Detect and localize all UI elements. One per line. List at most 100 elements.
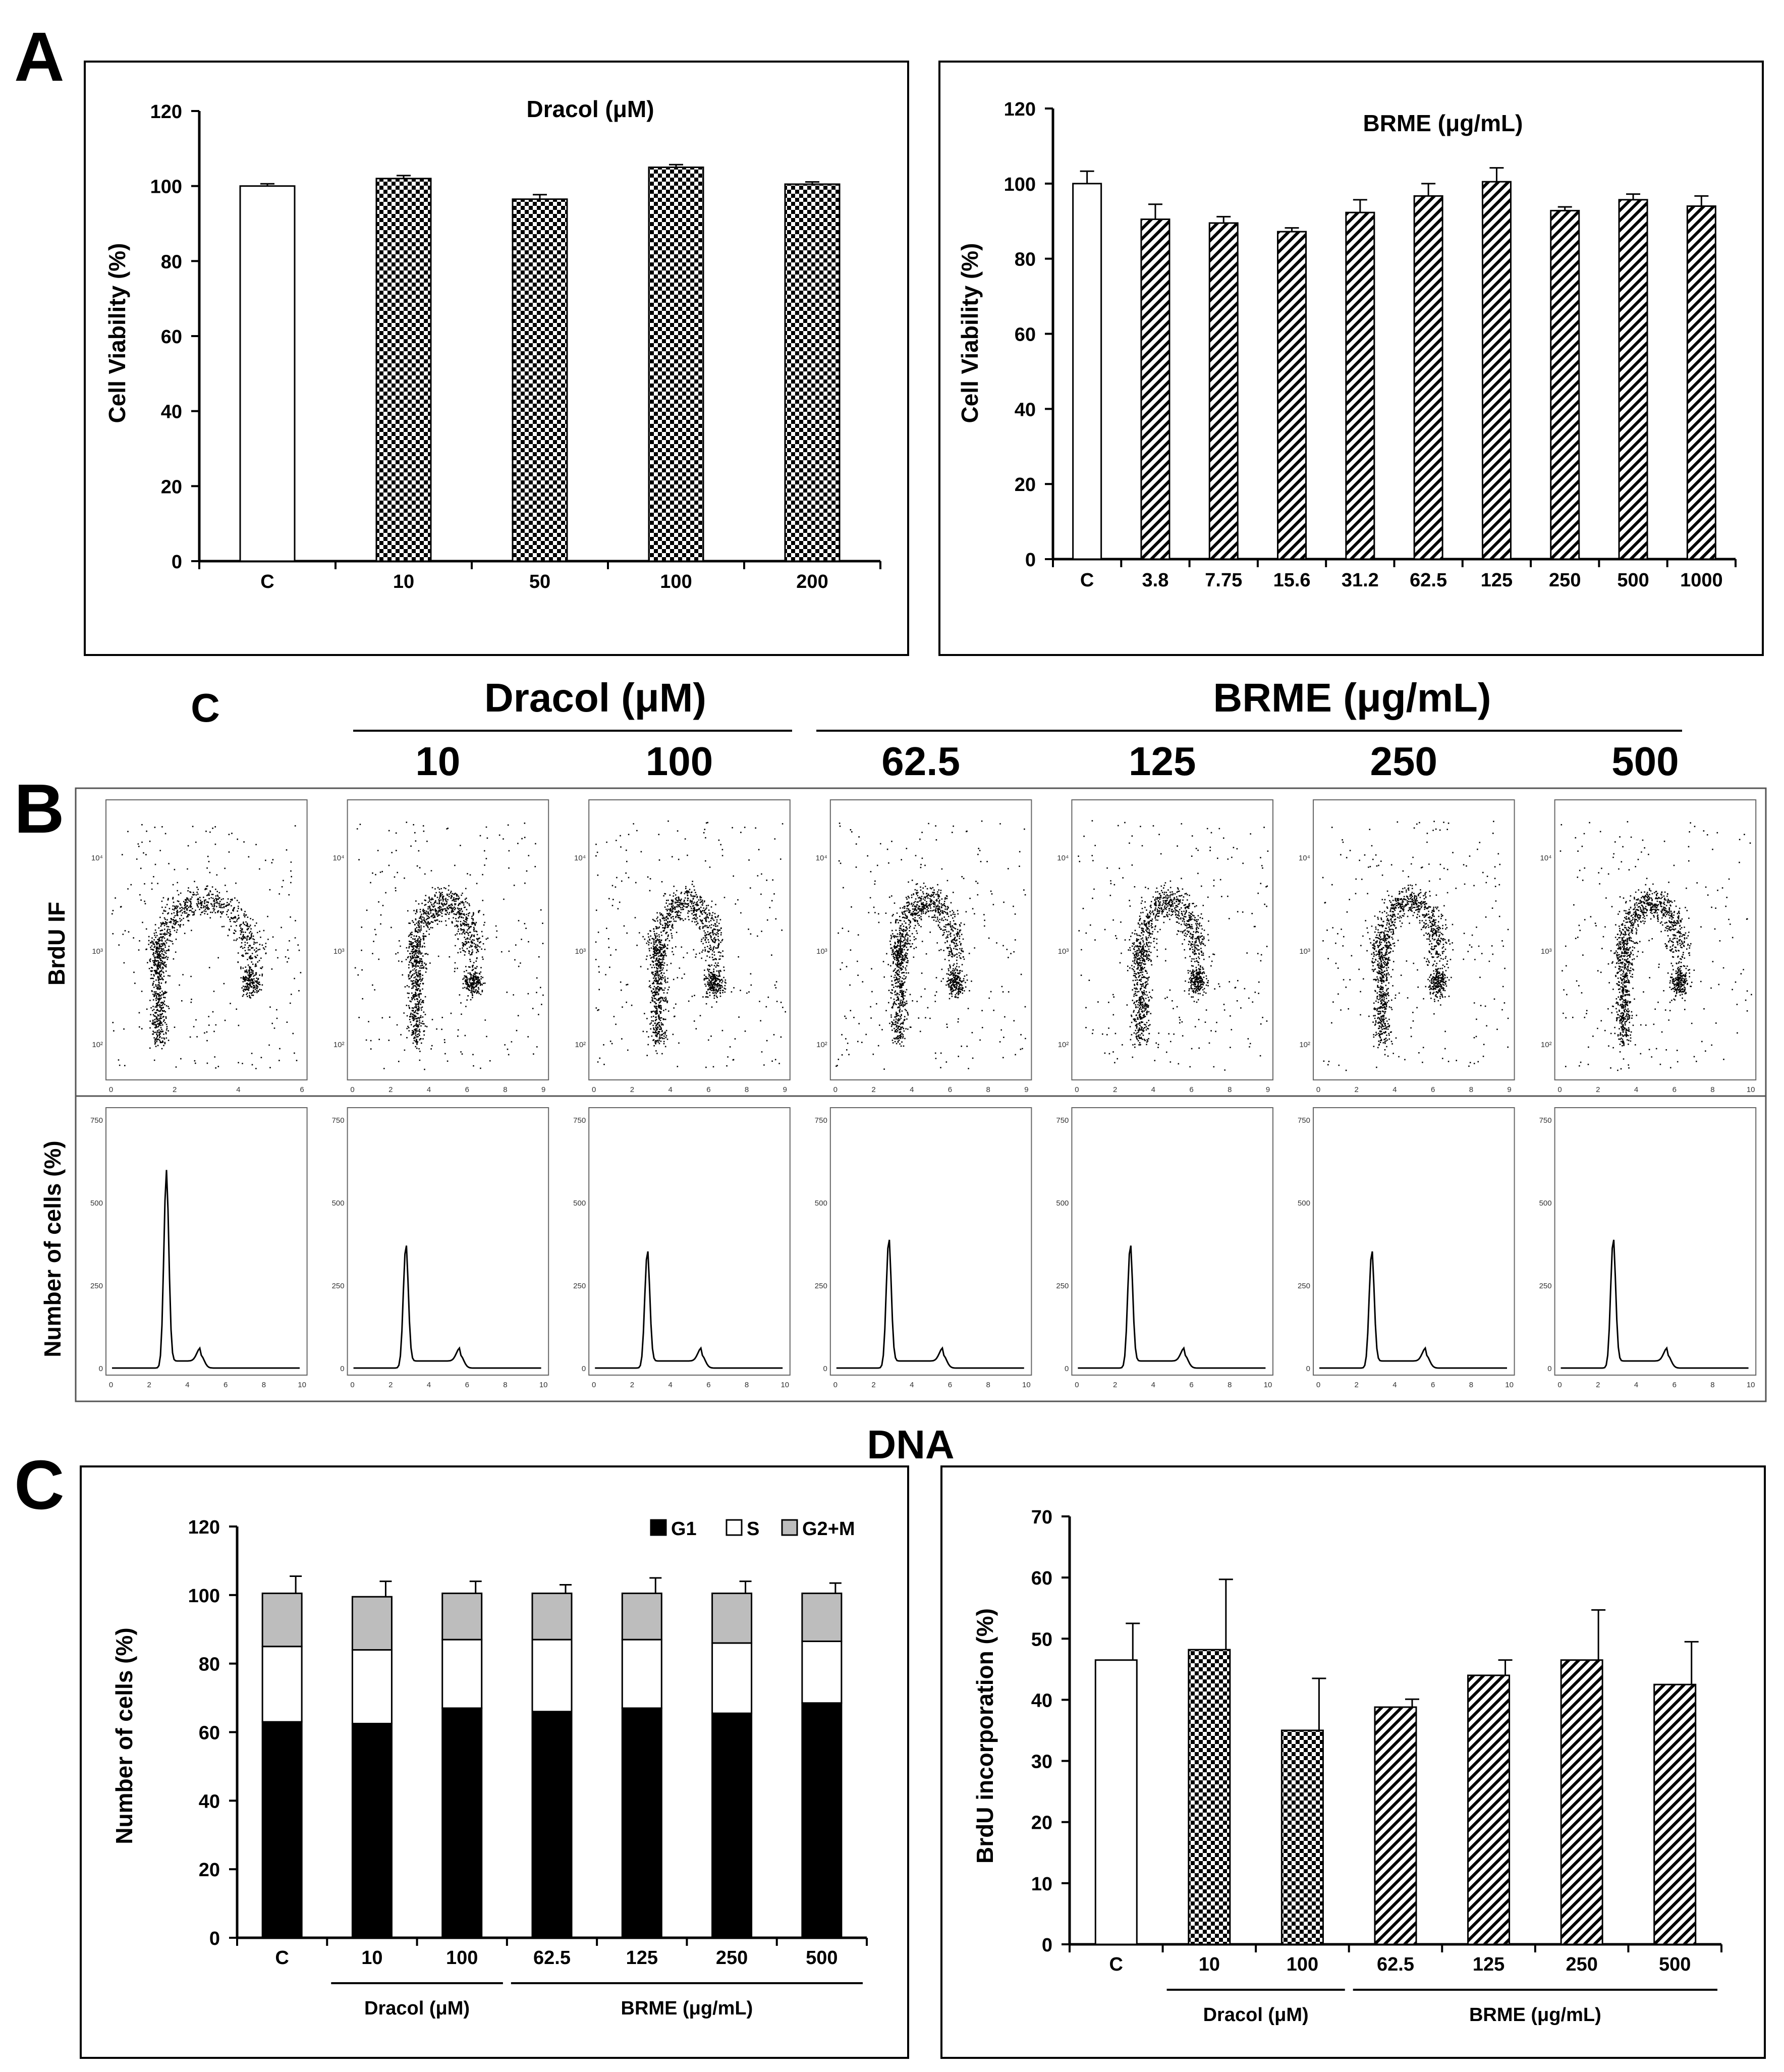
histogram-y-tick: 250 [1056, 1282, 1069, 1290]
scatter-x-tick: 10 [1747, 1085, 1755, 1094]
scatter-x-tick: 4 [1151, 1085, 1155, 1094]
histogram-x-tick: 8 [1469, 1381, 1473, 1389]
scatter-x-tick: 9 [1024, 1085, 1028, 1094]
panel-b-condition-label: 10 [415, 739, 460, 784]
histogram-x-tick: 6 [1431, 1381, 1435, 1389]
bar-s [351, 1649, 393, 1725]
panel-label-a: A [14, 18, 65, 96]
histogram-x-tick: 4 [1634, 1381, 1638, 1389]
x-tick-label: C [275, 1947, 289, 1969]
histogram-x-tick: 6 [948, 1381, 952, 1389]
scatter-points [112, 824, 302, 1069]
y-tick-label: 60 [1031, 1568, 1052, 1589]
bar-s [711, 1642, 753, 1714]
scatter-x-tick: 0 [109, 1085, 113, 1094]
scatter-frame [105, 799, 308, 1080]
scatter-x-tick: 4 [1392, 1085, 1397, 1094]
scatter-x-tick: 6 [1189, 1085, 1193, 1094]
y-tick-label: 20 [199, 1860, 220, 1881]
scatter-y-tick: 10³ [1299, 947, 1310, 956]
histogram-x-tick: 4 [1151, 1381, 1155, 1389]
x-tick-label: 62.5 [533, 1947, 571, 1969]
histogram-x-tick: 0 [833, 1381, 838, 1389]
scatter-y-tick: 10² [333, 1041, 345, 1049]
x-tick-label: 125 [626, 1947, 658, 1969]
legend-swatch [650, 1519, 667, 1536]
histogram-x-tick: 6 [1189, 1381, 1193, 1389]
bar-s [261, 1646, 303, 1723]
panel-c-left-frame [80, 1465, 909, 2059]
x-tick-label: C [1080, 570, 1094, 591]
dna-histogram: 750 500 250 00 2 4 6 8 10 [90, 1107, 308, 1389]
y-axis-title: Number of cells (%) [111, 1627, 137, 1844]
scatter-x-tick: 0 [1316, 1085, 1320, 1094]
panel-b-condition-label: 250 [1370, 739, 1437, 784]
scatter-points [1078, 820, 1269, 1071]
histogram-y-tick: 0 [1065, 1365, 1069, 1373]
scatter-x-tick: 2 [1113, 1085, 1117, 1094]
legend-label: G1 [671, 1518, 697, 1540]
histogram-frame [1554, 1107, 1757, 1376]
panel-b-condition-label: 62.5 [881, 739, 960, 784]
histogram-x-tick: 4 [668, 1381, 672, 1389]
histogram-frame [829, 1107, 1032, 1376]
bar-g1 [441, 1707, 483, 1939]
histogram-line [1560, 1239, 1749, 1369]
histogram-line [112, 1170, 300, 1369]
dna-histogram: 750 500 250 00 2 4 6 8 10 [332, 1107, 549, 1389]
y-tick-label: 20 [161, 476, 182, 498]
x-tick-label: C [1109, 1954, 1123, 1975]
y-axis-title: Cell Viability (%) [104, 243, 130, 423]
dna-histogram: 750 500 250 00 2 4 6 8 10 [573, 1107, 791, 1389]
x-tick-label: 100 [446, 1947, 478, 1969]
panel-b-dracol-header: Dracol (μM) [484, 675, 706, 720]
histogram-y-tick: 0 [1306, 1365, 1310, 1373]
scatter-x-tick: 8 [503, 1085, 507, 1094]
scatter-y-tick: 10³ [575, 947, 586, 956]
bar-g2-m [441, 1592, 483, 1641]
scatter-x-tick: 6 [1672, 1085, 1677, 1094]
bar [1072, 183, 1102, 560]
scatter-x-tick: 2 [1596, 1085, 1600, 1094]
scatter-x-tick: 2 [388, 1085, 393, 1094]
histogram-y-tick: 750 [1298, 1116, 1310, 1125]
y-tick-label: 70 [1031, 1507, 1052, 1528]
bar [1618, 199, 1648, 560]
x-tick-label: 250 [1566, 1954, 1597, 1975]
histogram-x-tick: 4 [427, 1381, 431, 1389]
x-tick-label: 250 [716, 1947, 748, 1969]
bar-g2-m [261, 1592, 303, 1648]
chart-title: Dracol (μM) [526, 96, 654, 122]
y-tick-label: 40 [199, 1791, 220, 1812]
scatter-points [835, 820, 1026, 1070]
panel-b-condition-labels: 10 100 62.5 125 250 500 [415, 739, 1679, 784]
panel-label-b: B [14, 770, 65, 848]
bar-g1 [711, 1712, 753, 1939]
chart-a-right-brme: 0 20 40 60 80 100 120 C 3.8 7.75 15.6 31.2 62.5 125 25… [957, 99, 1737, 591]
panel-b-ylabel-top: BrdU IF [43, 902, 70, 986]
y-axis-title: Cell Viability (%) [957, 243, 983, 423]
bar [1374, 1706, 1417, 1945]
histogram-y-tick: 250 [332, 1282, 345, 1290]
bar [239, 185, 296, 562]
scatter-y-tick: 10⁴ [91, 854, 103, 862]
scatter-x-tick: 9 [1507, 1085, 1511, 1094]
bar [1208, 222, 1239, 560]
bar [1481, 181, 1512, 560]
histogram-x-tick: 0 [1557, 1381, 1562, 1389]
histogram-frame [1071, 1107, 1273, 1376]
histogram-y-tick: 0 [340, 1365, 344, 1373]
histogram-x-tick: 6 [1672, 1381, 1677, 1389]
histogram-y-tick: 250 [1298, 1282, 1310, 1290]
histogram-y-tick: 500 [332, 1199, 345, 1208]
scatter-x-tick: 2 [630, 1085, 634, 1094]
histogram-x-tick: 4 [1392, 1381, 1397, 1389]
y-tick-label: 40 [161, 402, 182, 423]
histogram-x-tick: 4 [185, 1381, 189, 1389]
y-tick-label: 0 [209, 1928, 220, 1949]
bar-g1 [621, 1707, 662, 1939]
histogram-y-tick: 750 [573, 1116, 586, 1125]
histogram-y-tick: 500 [1056, 1199, 1069, 1208]
x-tick-label: 3.8 [1142, 570, 1169, 591]
x-tick-label: 10 [361, 1947, 382, 1969]
